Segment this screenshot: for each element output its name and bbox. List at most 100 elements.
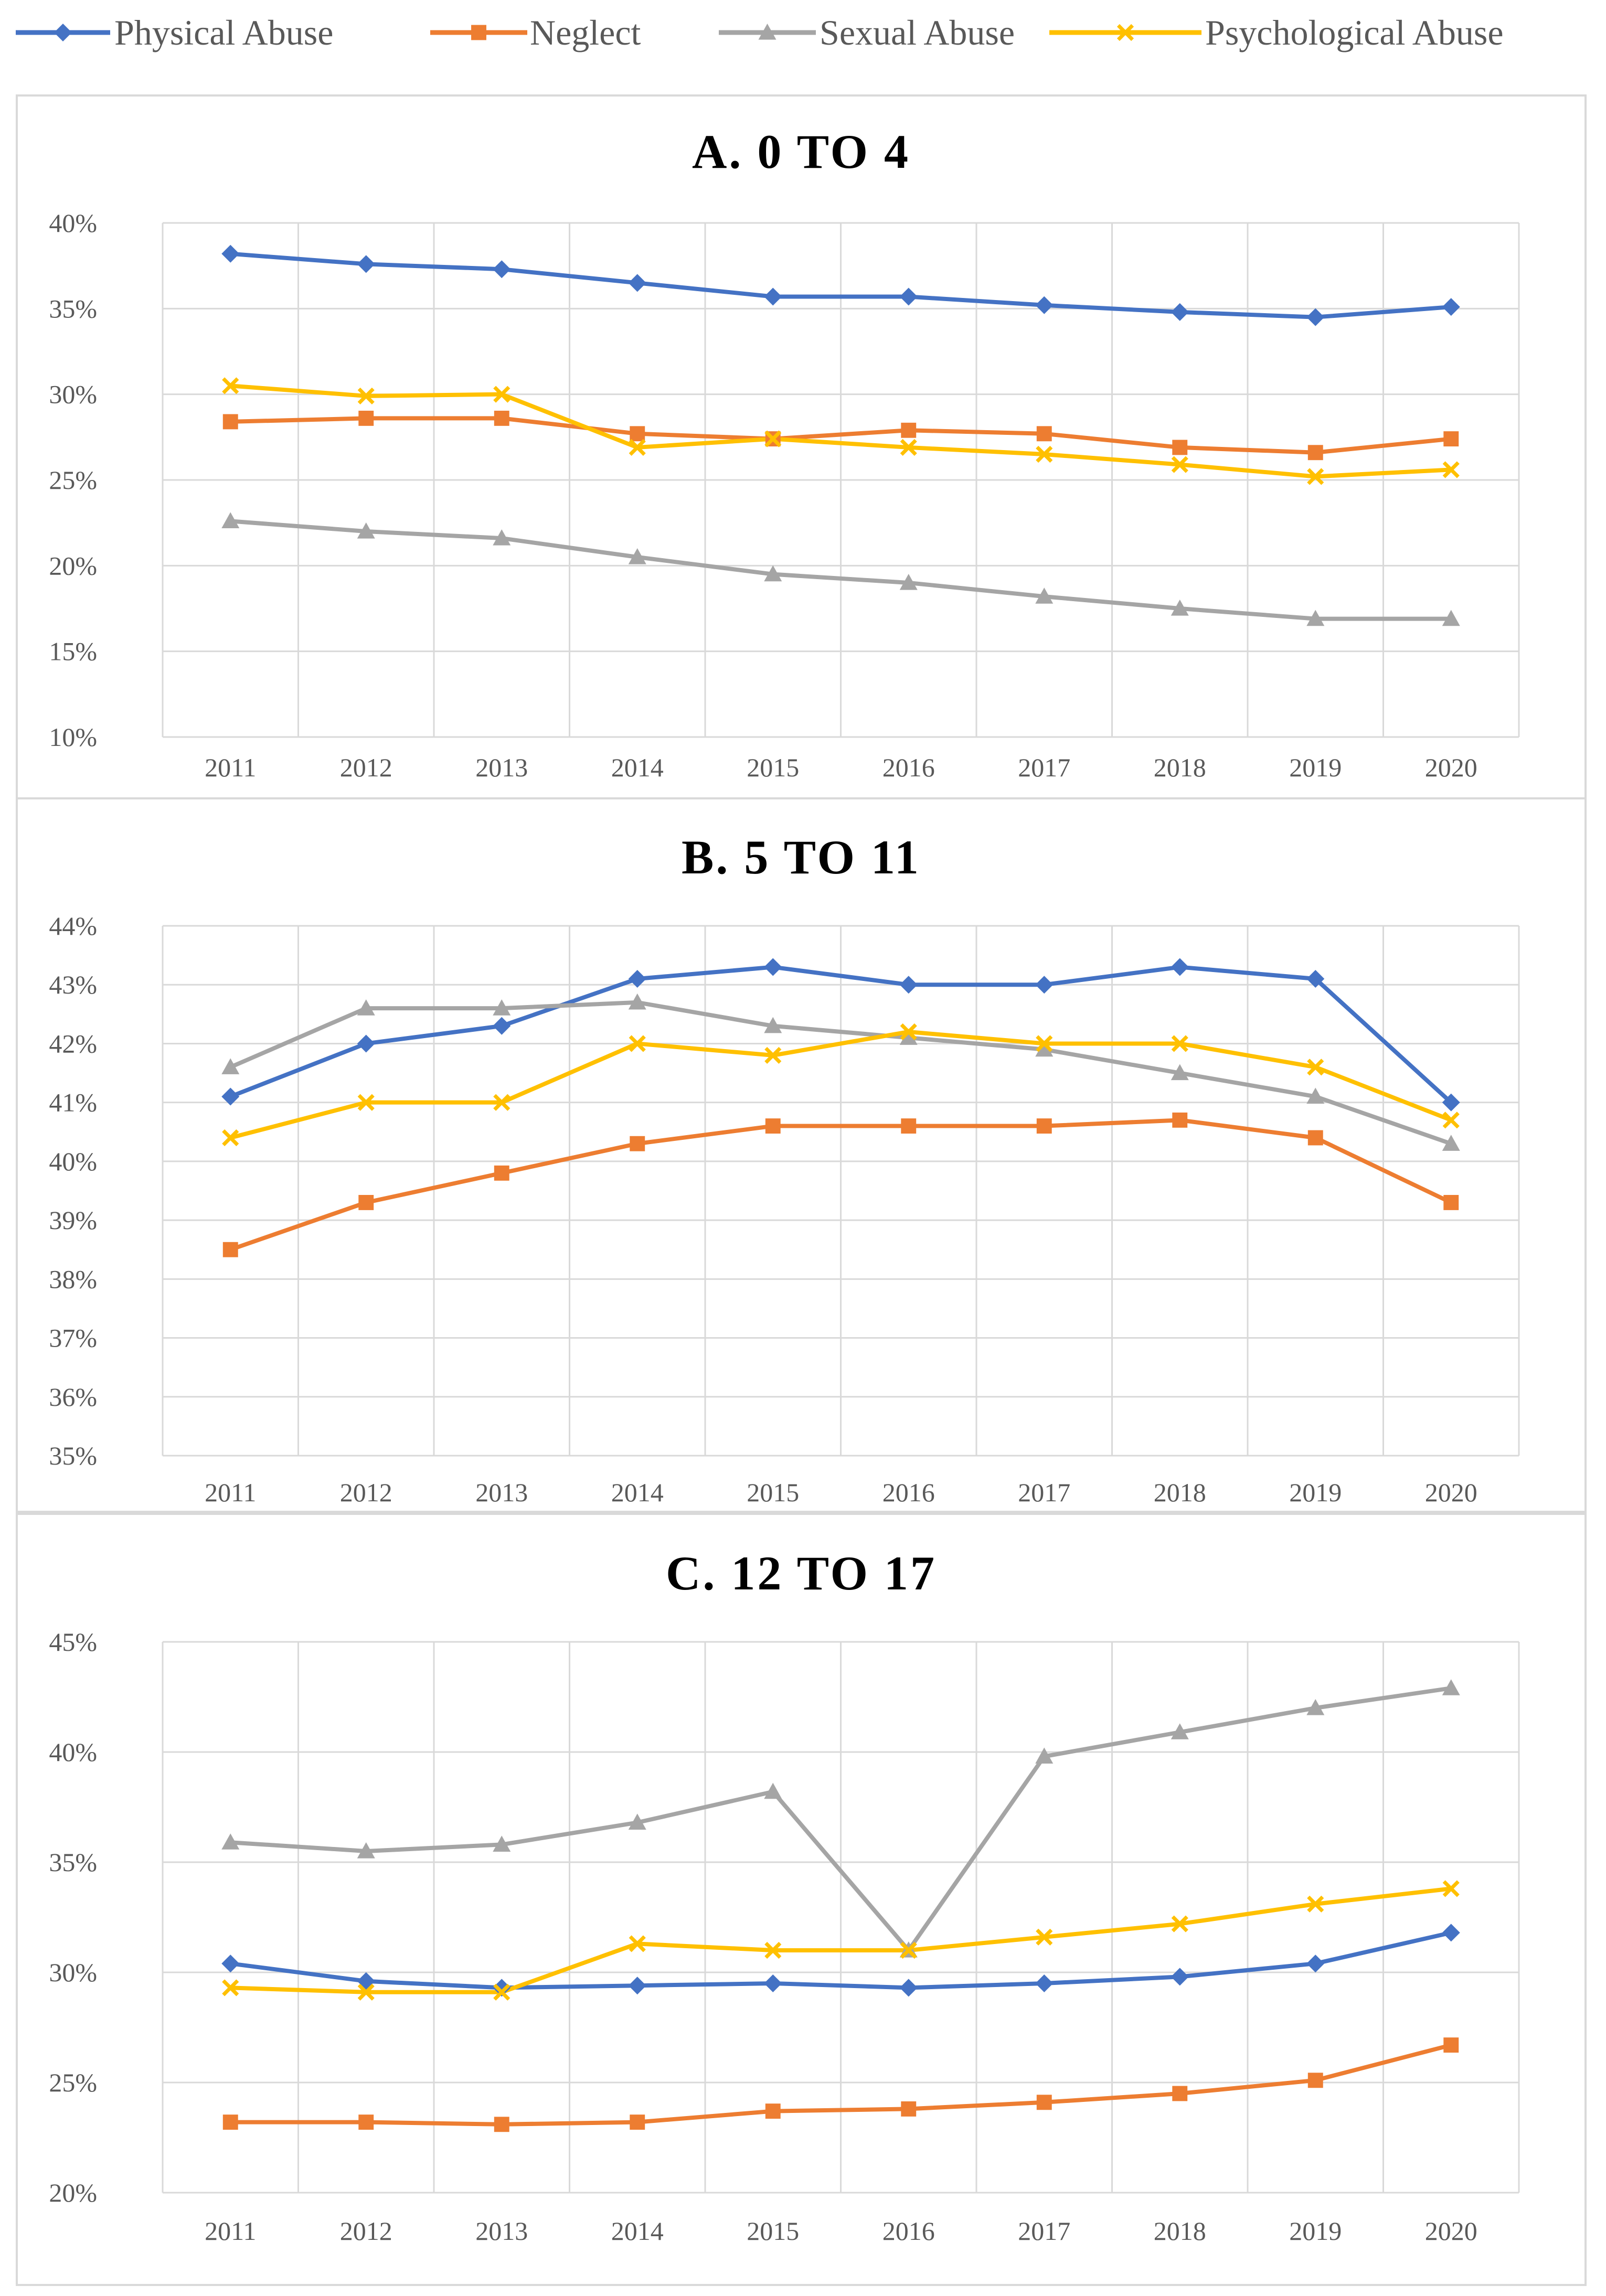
data-point-psychological-abuse	[1307, 1059, 1324, 1076]
x-tick-label: 2019	[1289, 753, 1342, 782]
data-point-psychological-abuse	[1442, 1112, 1460, 1129]
data-point-sexual-abuse	[1442, 1135, 1460, 1151]
data-point-psychological-abuse	[629, 1035, 646, 1052]
x-tick-label: 2014	[611, 1478, 664, 1507]
data-point-sexual-abuse	[764, 1017, 782, 1033]
series-line-psychological-abuse	[230, 1886, 1452, 1994]
data-point-neglect	[1443, 431, 1459, 447]
data-point-sexual-abuse	[1442, 610, 1460, 626]
y-tick-label: 38%	[49, 1264, 97, 1294]
data-point-physical-abuse	[1442, 1093, 1460, 1112]
x-tick-label: 2014	[611, 2216, 664, 2246]
series-line-physical-abuse	[230, 251, 1452, 319]
y-tick-label: 35%	[49, 1848, 97, 1877]
series-line-psychological-abuse	[230, 1030, 1452, 1140]
data-point-neglect	[765, 2103, 781, 2119]
data-point-physical-abuse	[1306, 970, 1325, 988]
data-point-sexual-abuse	[899, 574, 918, 590]
data-point-neglect	[1172, 1112, 1188, 1128]
chart-panel-2: B. 5 TO 11 35% 36% 37% 38% 39% 40% 41% 42% 43% 44%…	[16, 797, 1587, 1513]
data-point-sexual-abuse	[357, 1842, 375, 1859]
data-point-sexual-abuse	[493, 529, 511, 546]
data-point-sexual-abuse	[764, 565, 782, 582]
legend: Physical Abuse Neglect Sexual Abuse Psychol…	[16, 13, 1504, 52]
y-tick-label: 15%	[49, 637, 97, 666]
data-point-neglect	[358, 2115, 374, 2130]
data-point-sexual-abuse	[1306, 1087, 1325, 1104]
data-point-physical-abuse	[764, 287, 782, 306]
data-point-psychological-abuse	[493, 1094, 510, 1111]
data-point-neglect	[901, 422, 917, 438]
data-point-physical-abuse	[1442, 298, 1460, 316]
x-tick-label: 2012	[340, 1478, 392, 1507]
data-point-neglect	[358, 1194, 374, 1210]
y-tick-label: 45%	[49, 1627, 97, 1657]
x-tick-label: 2015	[747, 2216, 799, 2246]
data-point-physical-abuse	[628, 274, 646, 292]
y-tick-label: 43%	[49, 970, 97, 999]
x-tick-label: 2020	[1425, 753, 1477, 782]
y-tick-label: 40%	[49, 1147, 97, 1176]
chart-panels: A. 0 TO 4 10% 15% 20% 25% 30% 35% 40% 2011 2012 20…	[16, 94, 1587, 2286]
y-tick-label: 40%	[49, 208, 97, 238]
data-point-physical-abuse	[357, 255, 375, 273]
data-point-sexual-abuse	[221, 1833, 240, 1850]
y-tick-label: 35%	[49, 1441, 97, 1470]
data-point-psychological-abuse	[629, 439, 646, 456]
data-point-neglect	[630, 426, 645, 442]
data-point-sexual-abuse	[493, 999, 511, 1016]
y-tick-label: 44%	[49, 911, 97, 941]
x-tick-label: 2016	[882, 753, 935, 782]
x-tick-label: 2015	[747, 1478, 799, 1507]
x-tick-label: 2019	[1289, 2216, 1342, 2246]
data-point-physical-abuse	[1035, 296, 1054, 314]
data-point-physical-abuse	[628, 1977, 646, 1995]
x-tick-label: 2020	[1425, 1478, 1477, 1507]
x-tick-label: 2015	[747, 753, 799, 782]
y-tick-label: 40%	[49, 1737, 97, 1767]
series-line-sexual-abuse	[229, 1000, 1452, 1146]
data-point-neglect	[222, 414, 238, 430]
data-point-physical-abuse	[493, 260, 511, 279]
x-tick-label: 2020	[1425, 2216, 1477, 2246]
data-point-neglect	[358, 410, 374, 426]
data-point-psychological-abuse	[900, 1941, 917, 1959]
data-point-neglect	[1443, 1194, 1459, 1210]
data-point-neglect	[630, 1136, 645, 1151]
x-tick-label: 2018	[1154, 1478, 1206, 1507]
panel-title: A. 0 TO 4	[692, 125, 910, 178]
y-tick-label: 35%	[49, 294, 97, 323]
y-tick-label: 41%	[49, 1088, 97, 1117]
data-point-neglect	[1036, 426, 1052, 442]
data-point-psychological-abuse	[1171, 1035, 1188, 1052]
data-point-neglect	[494, 1165, 509, 1181]
x-tick-label: 2016	[882, 1478, 935, 1507]
data-point-physical-abuse	[1171, 1968, 1189, 1986]
legend-item-psychological-abuse: Psychological Abuse	[1049, 13, 1504, 52]
x-tick-label: 2017	[1018, 2216, 1070, 2246]
data-point-psychological-abuse	[1036, 1928, 1053, 1946]
legend-label: Neglect	[530, 13, 641, 52]
series-line-physical-abuse	[230, 1930, 1452, 1990]
data-point-psychological-abuse	[1171, 456, 1188, 473]
legend-marker-square	[471, 25, 486, 40]
data-point-psychological-abuse	[764, 430, 782, 447]
panel-title: C. 12 TO 17	[666, 1546, 937, 1600]
data-point-neglect	[1307, 2073, 1323, 2088]
legend-label: Sexual Abuse	[820, 13, 1015, 52]
legend-label: Psychological Abuse	[1205, 13, 1504, 52]
data-point-psychological-abuse	[222, 377, 239, 394]
chart-panel-3: C. 12 TO 17 20% 25% 30% 35% 40% 45% 2011 2012 201…	[16, 1513, 1587, 2286]
data-point-psychological-abuse	[764, 1046, 782, 1064]
data-point-neglect	[1036, 2095, 1052, 2110]
data-point-psychological-abuse	[900, 1023, 917, 1041]
data-point-neglect	[1307, 445, 1323, 461]
panel-border	[16, 1513, 1587, 2286]
data-point-neglect	[901, 2101, 917, 2117]
data-point-sexual-abuse	[899, 1029, 918, 1045]
legend-item-neglect: Neglect	[430, 13, 641, 52]
legend-marker-diamond	[54, 24, 72, 41]
x-tick-label: 2017	[1018, 753, 1070, 782]
data-point-physical-abuse	[1442, 1924, 1460, 1942]
